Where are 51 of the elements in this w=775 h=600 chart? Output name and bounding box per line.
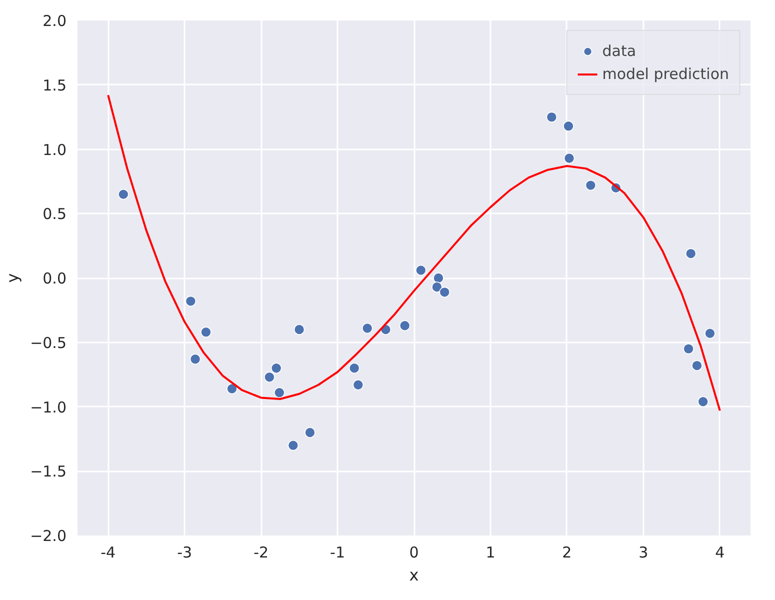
line-series [107,94,721,412]
point [692,360,702,371]
legend-label: model prediction [602,65,729,83]
point [439,286,450,298]
point [546,112,558,122]
y-axis-title: y [3,273,22,283]
point [348,362,360,374]
point [274,387,285,398]
point [190,354,201,365]
point [685,248,696,259]
legend-label: data [602,42,636,60]
point [683,343,694,354]
point [432,282,442,292]
y-tick-label: 1.0 [42,140,67,159]
point [564,152,575,164]
y-tick-label: 1.5 [42,76,67,94]
x-tick-label: 0 [409,544,419,562]
point [118,188,129,200]
point [698,396,708,407]
x-tick-label: -3 [177,544,192,562]
x-tick-label: 1 [486,544,496,562]
x-tick-label: -2 [254,544,269,562]
x-tick-label: 4 [715,544,725,562]
point [362,322,373,334]
point [304,427,316,438]
point [226,383,238,394]
point [433,272,444,284]
point [270,362,282,374]
x-tick-label: 3 [638,544,648,562]
y-tick-label: 2.0 [42,12,67,30]
point [563,120,574,132]
y-tick-label: −2.0 [30,527,67,545]
y-tick-label: 0.5 [42,205,67,224]
point [704,328,716,339]
point [415,264,426,276]
point [185,296,196,307]
point [399,320,410,332]
point [585,180,596,191]
point [352,379,364,390]
y-tick-label: 0.0 [42,270,67,288]
x-tick-label: 2 [562,544,572,562]
x-tick-label: -1 [330,544,346,562]
point [264,372,275,383]
x-tick-label: -4 [100,544,116,562]
y-tick-label: −0.5 [30,334,67,352]
y-tick-label: −1.5 [30,462,67,481]
y-tick-label: −1.0 [30,398,67,416]
point [200,326,212,338]
point [294,324,305,335]
point [288,440,299,451]
x-axis-title: x [409,566,419,584]
